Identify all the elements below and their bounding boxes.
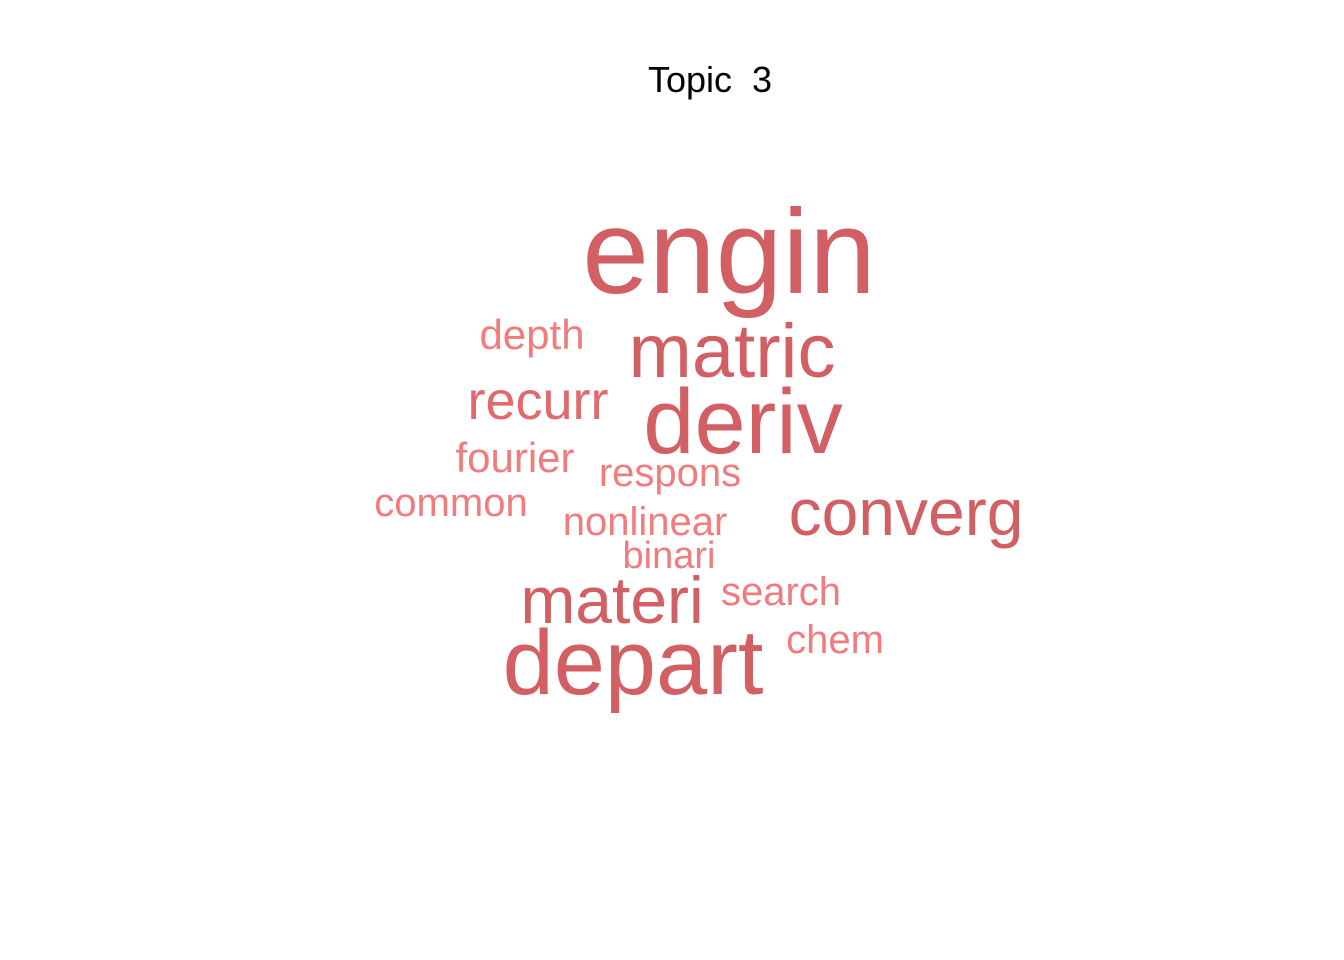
word-binari: binari	[622, 535, 716, 577]
word-deriv: deriv	[643, 371, 843, 473]
word-fourier: fourier	[455, 434, 575, 481]
word-engin: engin	[582, 185, 876, 319]
chart-title: Topic 3	[647, 59, 773, 100]
word-recurr: recurr	[467, 371, 609, 431]
word-nonlinear: nonlinear	[562, 500, 728, 544]
word-search: search	[720, 570, 842, 614]
word-depth: depth	[479, 311, 585, 358]
word-matric: matric	[628, 309, 836, 394]
word-common: common	[374, 481, 528, 525]
word-converg: converg	[788, 475, 1024, 549]
word-respons: respons	[598, 451, 742, 495]
word-depart: depart	[502, 612, 764, 714]
word-materi: materi	[520, 563, 704, 637]
word-chem: chem	[786, 618, 884, 662]
